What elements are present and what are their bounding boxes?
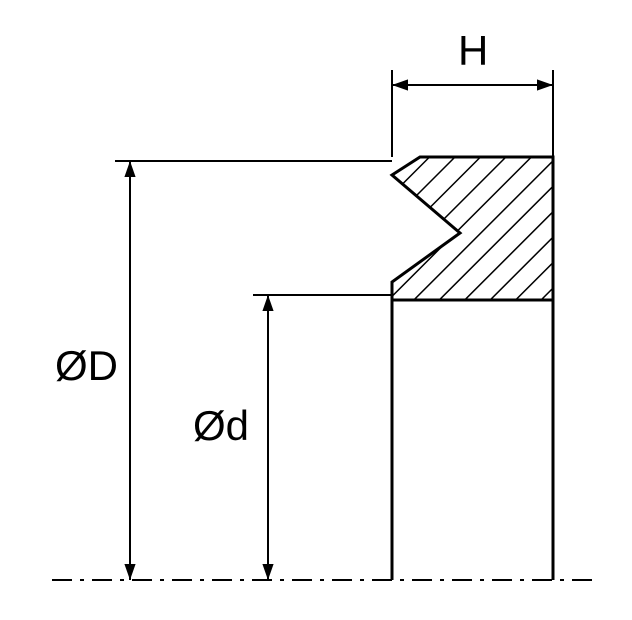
seal-cross-section-drawing: H ØD Ød	[0, 0, 632, 620]
seal-profile	[392, 157, 553, 300]
dim-label-outer-diameter: ØD	[55, 342, 118, 389]
dim-label-inner-diameter: Ød	[193, 402, 249, 449]
dim-label-height: H	[458, 27, 488, 74]
